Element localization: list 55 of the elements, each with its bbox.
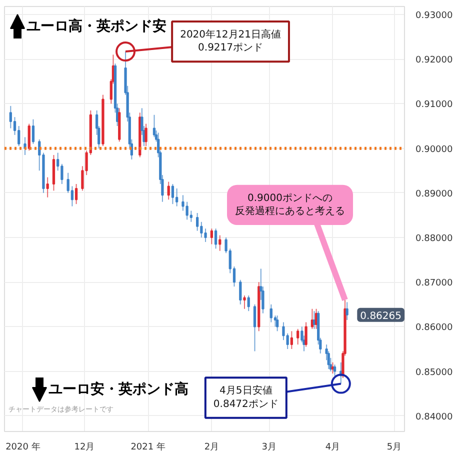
candlestick bbox=[346, 302, 348, 321]
x-tick-label: 5月 bbox=[386, 442, 402, 452]
candlestick bbox=[32, 118, 35, 144]
x-tick-label: 2月 bbox=[204, 442, 220, 452]
candlestick bbox=[28, 123, 30, 152]
candlestick bbox=[210, 228, 213, 245]
candlestick bbox=[333, 364, 336, 376]
y-tick-label: 0.92000 bbox=[416, 56, 453, 66]
annotation: 4月5日安値 0.8472ポンド bbox=[213, 384, 278, 410]
y-tick-label: 0.88000 bbox=[416, 234, 453, 244]
y-tick-label: 0.91000 bbox=[416, 100, 453, 110]
candlestick bbox=[171, 183, 174, 205]
annotation: 0.86265 bbox=[360, 310, 402, 322]
candlestick bbox=[190, 210, 192, 222]
x-tick-label: 2021 年 bbox=[130, 442, 166, 452]
candlestick bbox=[204, 228, 207, 242]
candlestick bbox=[214, 228, 218, 250]
x-tick-label: 4月 bbox=[325, 442, 340, 452]
y-tick-label: 0.89000 bbox=[416, 189, 453, 200]
x-tick-label: 3月 bbox=[262, 442, 276, 452]
candlestick bbox=[186, 201, 188, 220]
y-tick-label: 0.84000 bbox=[416, 412, 453, 422]
candlestick bbox=[282, 322, 285, 341]
y-tick-label: 0.87000 bbox=[416, 278, 453, 289]
candlestick bbox=[243, 294, 246, 310]
candlestick bbox=[290, 330, 293, 350]
y-tick-label: 0.93000 bbox=[416, 11, 453, 22]
x-tick-label: 2020 年 bbox=[6, 442, 40, 452]
annotation: ユーロ高・英ポンド安 bbox=[26, 18, 166, 34]
candlestick bbox=[74, 183, 78, 205]
y-tick-label: 0.85000 bbox=[416, 368, 453, 378]
annotation: ユーロ安・英ポンド高 bbox=[48, 380, 188, 398]
candlestick bbox=[218, 234, 222, 252]
candlestick bbox=[60, 163, 64, 184]
candlestick bbox=[239, 279, 242, 305]
candlestick bbox=[200, 221, 203, 238]
candlestick bbox=[247, 294, 250, 312]
candlestick bbox=[167, 181, 170, 200]
candlestick bbox=[46, 176, 49, 198]
candlestick bbox=[296, 328, 300, 346]
candlestick bbox=[144, 123, 148, 147]
candlestick bbox=[304, 322, 308, 348]
candlestick bbox=[196, 212, 199, 232]
x-tick-label: 12月 bbox=[74, 442, 95, 452]
candlestick bbox=[175, 188, 178, 207]
annotation: 0.9000ポンドへの反発過程にあると考える bbox=[235, 192, 346, 218]
candlestick bbox=[9, 105, 12, 129]
y-tick-label: 0.90000 bbox=[416, 144, 453, 155]
candlestick bbox=[182, 194, 184, 212]
annotation: 2020年12月21日高値 0.9217ポンド bbox=[180, 28, 281, 54]
candlestick bbox=[276, 315, 279, 332]
candlestick bbox=[152, 114, 156, 138]
candlestick bbox=[253, 304, 256, 352]
candlestick bbox=[270, 304, 272, 323]
y-tick-label: 0.86000 bbox=[416, 323, 453, 334]
